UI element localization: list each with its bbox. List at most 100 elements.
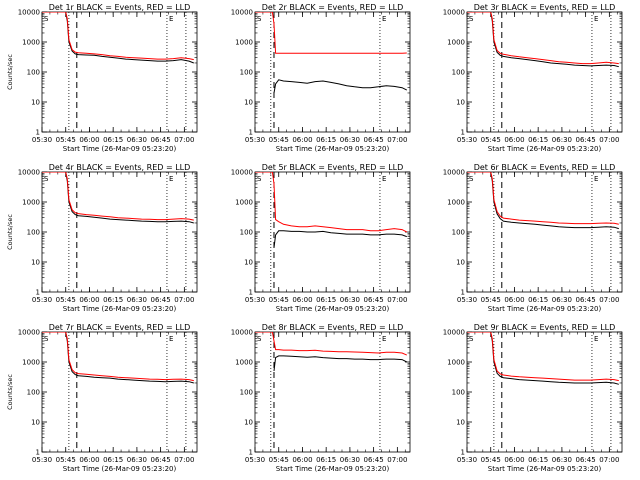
x-tick-label: 07:00 [174,296,194,304]
y-tick-label: 10000 [231,169,253,177]
x-tick-label: 07:00 [174,136,194,144]
y-tick-label: 1000 [235,199,253,207]
series-line-events [467,172,619,230]
start-marker: S [44,335,49,343]
y-tick-label: 10 [31,99,40,107]
chart-panel-3: Det 3r BLACK = Events, RED = LLD 1 10 100 10… [443,3,623,153]
y-axis-label: Counts/sec [6,54,14,90]
y-tick-label: 10000 [18,9,40,17]
chart-title: Det 1r BLACK = Events, RED = LLD [49,3,191,12]
series-line-events [273,355,408,372]
start-marker: S [257,175,262,183]
plot-frame [41,331,198,453]
x-tick-label: 06:45 [576,136,596,144]
x-tick-label: 06:30 [552,456,572,464]
x-tick-label: 05:30 [32,296,52,304]
y-tick-label: 1 [249,289,253,297]
x-tick-label: 06:15 [528,456,548,464]
x-tick-label: 05:45 [56,456,76,464]
series-line-events [273,230,407,248]
x-tick-label: 07:00 [387,456,407,464]
x-axis-label: Start Time (26-Mar-09 05:23:20) [63,145,177,153]
y-tick-label: 1 [461,129,465,137]
series-line-lld [42,332,194,382]
end-marker: E [382,15,386,23]
x-tick-label: 06:15 [528,136,548,144]
x-tick-label: 05:45 [481,456,501,464]
x-tick-label: 05:45 [269,456,289,464]
y-tick-label: 1 [36,289,40,297]
y-tick-label: 10000 [443,329,465,337]
chart-panel-9: Det 9r BLACK = Events, RED = LLD 1 10 100 10… [443,323,623,473]
x-tick-label: 05:45 [56,136,76,144]
series-line-events [42,332,194,384]
start-marker: S [469,15,474,23]
chart-panel-7: Det 7r BLACK = Events, RED = LLD 1 10 100 10… [6,323,198,473]
x-tick-label: 05:30 [32,456,52,464]
x-tick-label: 06:30 [127,296,147,304]
chart-panel-1: Det 1r BLACK = Events, RED = LLD 1 10 100 10… [6,3,198,153]
chart-title: Det 3r BLACK = Events, RED = LLD [474,3,616,12]
x-tick-label: 07:00 [599,136,619,144]
plot-frame [254,11,411,133]
series-line-lld [467,12,619,65]
series-line-events [467,332,619,385]
x-tick-label: 07:00 [174,456,194,464]
y-tick-label: 1 [36,129,40,137]
y-tick-label: 10000 [231,329,253,337]
series-line-events [273,79,408,94]
y-tick-label: 100 [240,69,253,77]
x-tick-label: 06:00 [79,456,99,464]
series-line-events [42,172,194,224]
series-line-lld [467,332,619,382]
x-tick-label: 05:30 [245,296,265,304]
y-tick-label: 10000 [18,169,40,177]
x-tick-label: 06:00 [504,296,524,304]
end-marker: E [169,175,173,183]
x-tick-label: 05:45 [56,296,76,304]
x-axis-label: Start Time (26-Mar-09 05:23:20) [488,465,602,473]
x-tick-label: 06:15 [528,296,548,304]
x-axis-label: Start Time (26-Mar-09 05:23:20) [276,145,390,153]
end-marker: E [169,335,173,343]
x-tick-label: 05:30 [457,456,477,464]
x-tick-label: 06:45 [151,456,171,464]
x-tick-label: 05:30 [32,136,52,144]
chart-title: Det 2r BLACK = Events, RED = LLD [262,3,404,12]
y-tick-label: 10 [456,419,465,427]
series-line-events [42,12,194,64]
chart-panel-5: Det 5r BLACK = Events, RED = LLD 1 10 100 10… [231,163,411,313]
y-tick-label: 10000 [443,9,465,17]
x-axis-label: Start Time (26-Mar-09 05:23:20) [276,305,390,313]
chart-panel-6: Det 6r BLACK = Events, RED = LLD 1 10 100 10… [443,163,623,313]
y-tick-label: 1000 [447,39,465,47]
x-tick-label: 06:30 [340,296,360,304]
x-tick-label: 05:45 [269,136,289,144]
series-line-lld [255,172,408,233]
x-tick-label: 05:30 [457,296,477,304]
chart-title: Det 9r BLACK = Events, RED = LLD [474,323,616,332]
y-tick-label: 10000 [443,169,465,177]
x-tick-label: 06:15 [103,456,123,464]
x-tick-label: 06:45 [364,136,384,144]
x-tick-label: 06:00 [292,136,312,144]
series-line-events [467,12,619,68]
y-tick-label: 1000 [235,39,253,47]
y-tick-label: 1 [36,449,40,457]
x-tick-label: 06:45 [576,296,596,304]
x-tick-label: 06:45 [151,136,171,144]
series-line-lld [255,12,407,54]
x-axis-label: Start Time (26-Mar-09 05:23:20) [488,145,602,153]
x-tick-label: 06:00 [504,136,524,144]
series-line-lld [42,12,194,61]
x-tick-label: 06:15 [316,136,336,144]
x-tick-label: 06:30 [340,456,360,464]
y-axis-label: Counts/sec [6,214,14,250]
start-marker: S [469,175,474,183]
start-marker: S [257,335,262,343]
x-tick-label: 06:00 [292,296,312,304]
x-tick-label: 06:45 [576,456,596,464]
plot-frame [466,11,623,133]
y-axis-label: Counts/sec [6,374,14,410]
